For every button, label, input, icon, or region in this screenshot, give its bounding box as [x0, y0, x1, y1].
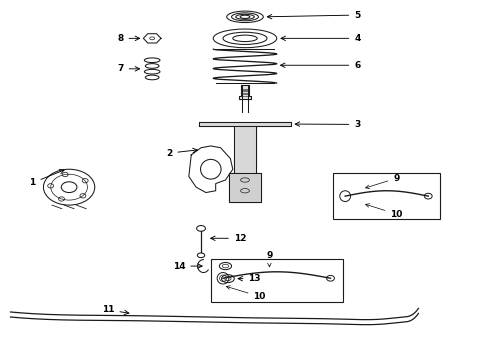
Text: 13: 13 — [238, 274, 261, 283]
Polygon shape — [198, 122, 292, 126]
Text: 12: 12 — [211, 234, 246, 243]
Polygon shape — [234, 126, 256, 173]
Text: 2: 2 — [166, 148, 197, 158]
Text: 8: 8 — [117, 34, 140, 43]
Text: 10: 10 — [366, 204, 403, 219]
Text: 9: 9 — [366, 174, 400, 189]
Polygon shape — [239, 85, 251, 99]
Text: 9: 9 — [266, 251, 272, 267]
Text: 4: 4 — [281, 34, 361, 43]
Text: 10: 10 — [226, 286, 266, 301]
Text: 7: 7 — [117, 64, 140, 73]
Bar — [333, 173, 441, 220]
Polygon shape — [229, 173, 261, 202]
Text: 3: 3 — [295, 120, 361, 129]
Text: 14: 14 — [172, 262, 202, 271]
Text: 6: 6 — [281, 61, 361, 70]
Text: 1: 1 — [29, 170, 64, 187]
Text: 5: 5 — [268, 10, 361, 19]
Bar — [211, 259, 343, 302]
Text: 11: 11 — [102, 305, 129, 315]
